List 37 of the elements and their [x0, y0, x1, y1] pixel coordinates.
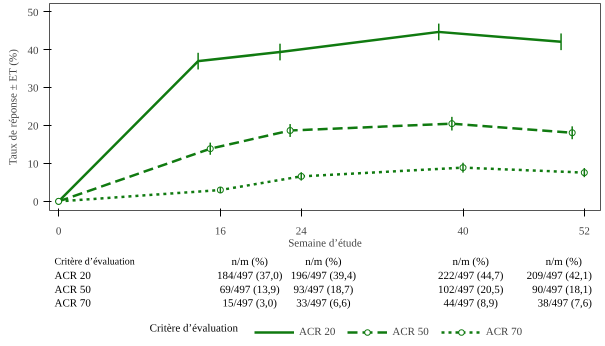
x-tick-label: 52 [578, 226, 590, 238]
text: 102/497 (20,5) [438, 284, 504, 296]
x-axis-title: Semaine d’étude [288, 238, 362, 250]
y-tick-label: 10 [28, 158, 39, 170]
x-tick-label: 24 [296, 226, 308, 238]
y-axis-title: Taux de réponse ± ET (%) [8, 48, 20, 166]
text: 90/497 (18,1) [532, 284, 592, 296]
legend-label: ACR 70 [486, 326, 522, 338]
text: 196/497 (39,4) [290, 270, 356, 282]
legend-label: ACR 20 [299, 326, 336, 338]
text: n/m (%) [232, 256, 268, 268]
legend-title: Critère d’évaluation [150, 322, 238, 334]
x-tick-label: 40 [458, 226, 470, 238]
text: ACR 20 [54, 270, 92, 282]
text: ACR 70 [54, 298, 92, 310]
text: 44/497 (8,9) [444, 298, 498, 310]
text: 93/497 (18,7) [293, 284, 354, 296]
legend-label: ACR 50 [392, 326, 429, 338]
text: 184/497 (37,0) [217, 270, 283, 282]
text: 69/497 (13,9) [220, 284, 280, 296]
y-tick-label: 40 [28, 44, 39, 57]
y-tick-label: 20 [28, 120, 39, 133]
text: n/m (%) [546, 256, 582, 268]
text: ACR 50 [54, 284, 92, 296]
text: 38/497 (7,6) [538, 298, 592, 310]
x-tick-label: 0 [56, 226, 62, 238]
text: Critère d’évaluation [54, 256, 135, 268]
text: n/m (%) [305, 256, 342, 268]
text: 15/497 (3,0) [222, 298, 278, 310]
y-tick-label: 0 [33, 196, 39, 208]
text: 222/497 (44,7) [438, 270, 504, 282]
y-tick-label: 30 [28, 82, 39, 95]
x-tick-label: 16 [214, 226, 226, 238]
text: 33/497 (6,6) [296, 298, 351, 310]
text: 209/497 (42,1) [526, 270, 592, 282]
y-tick-label: 50 [28, 6, 39, 19]
text: n/m (%) [452, 256, 490, 268]
